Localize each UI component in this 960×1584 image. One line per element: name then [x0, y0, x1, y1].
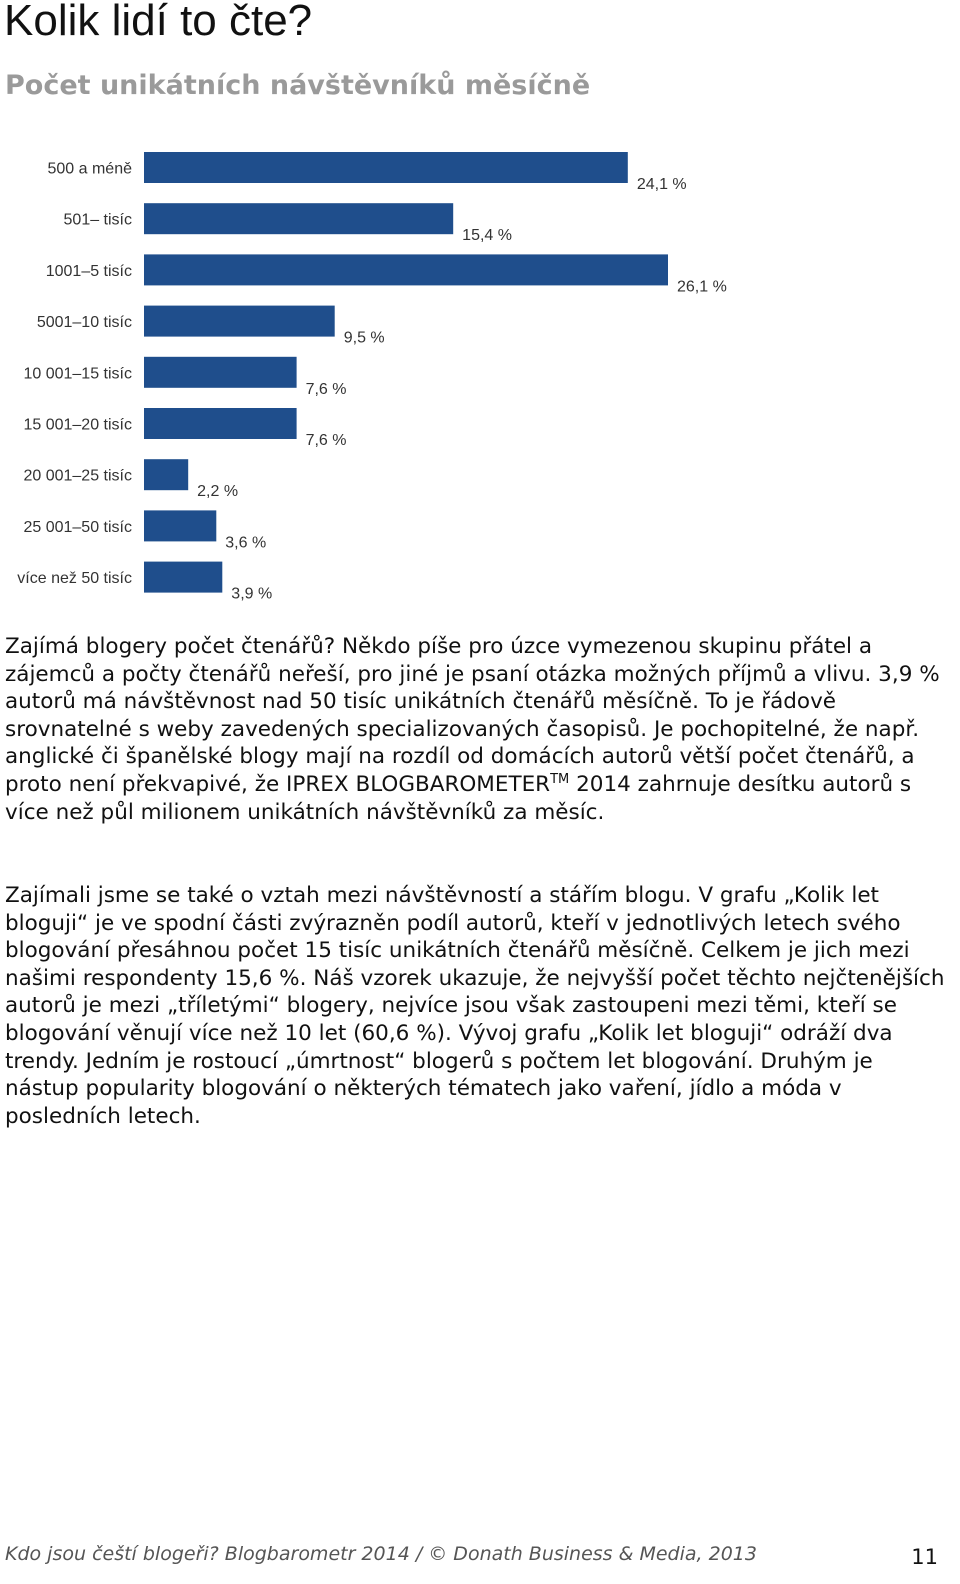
bar-0	[144, 152, 628, 183]
value-label: 2,2 %	[197, 483, 238, 500]
paragraph-1-text-end: 2014 zahrnuje desítku autorů s více než …	[5, 771, 912, 825]
value-label: 15,4 %	[462, 227, 512, 244]
category-label: 25 001–50 tisíc	[23, 519, 132, 536]
value-label: 26,1 %	[677, 278, 727, 295]
category-label: více než 50 tisíc	[17, 570, 132, 587]
bar-6	[144, 459, 189, 491]
bar-4	[144, 356, 297, 388]
value-label: 9,5 %	[344, 330, 385, 347]
footer-source: Kdo jsou čeští blogeři? Blogbarometr 201…	[5, 1543, 757, 1565]
bar-1	[144, 203, 454, 235]
category-label: 15 001–20 tisíc	[23, 417, 132, 434]
category-label: 501– tisíc	[64, 212, 132, 229]
category-label: 20 001–25 tisíc	[23, 468, 132, 485]
value-label: 3,9 %	[231, 586, 272, 603]
body-paragraph-1: Zajímá blogery počet čtenářů? Někdo píše…	[5, 633, 951, 826]
category-label: 500 a méně	[47, 161, 132, 178]
value-label: 24,1 %	[637, 176, 687, 193]
value-label: 3,6 %	[225, 534, 266, 551]
bar-chart: 500 a méně 24,1 % 501– tisíc 15,4 % 1001–5 t…	[17, 152, 727, 603]
bar-5	[144, 408, 297, 439]
value-label: 7,6 %	[306, 381, 347, 398]
bar-2	[144, 254, 668, 286]
bar-8	[144, 561, 223, 593]
value-label: 7,6 %	[306, 432, 347, 449]
category-label: 1001–5 tisíc	[46, 263, 132, 280]
paragraph-1-text: Zajímá blogery počet čtenářů? Někdo píše…	[5, 634, 940, 797]
category-label: 10 001–15 tisíc	[23, 365, 132, 382]
body-paragraph-2: Zajímali jsme se také o vztah mezi návšt…	[5, 883, 945, 1129]
page-number: 11	[911, 1545, 938, 1569]
bar-7	[144, 510, 217, 542]
trademark-mark: TM	[550, 771, 570, 787]
page-subtitle: Počet unikátních návštěvníků měsíčně	[5, 70, 591, 101]
page-title: Kolik lidí to čte?	[4, 0, 313, 45]
category-label: 5001–10 tisíc	[37, 314, 132, 331]
bar-3	[144, 305, 335, 337]
